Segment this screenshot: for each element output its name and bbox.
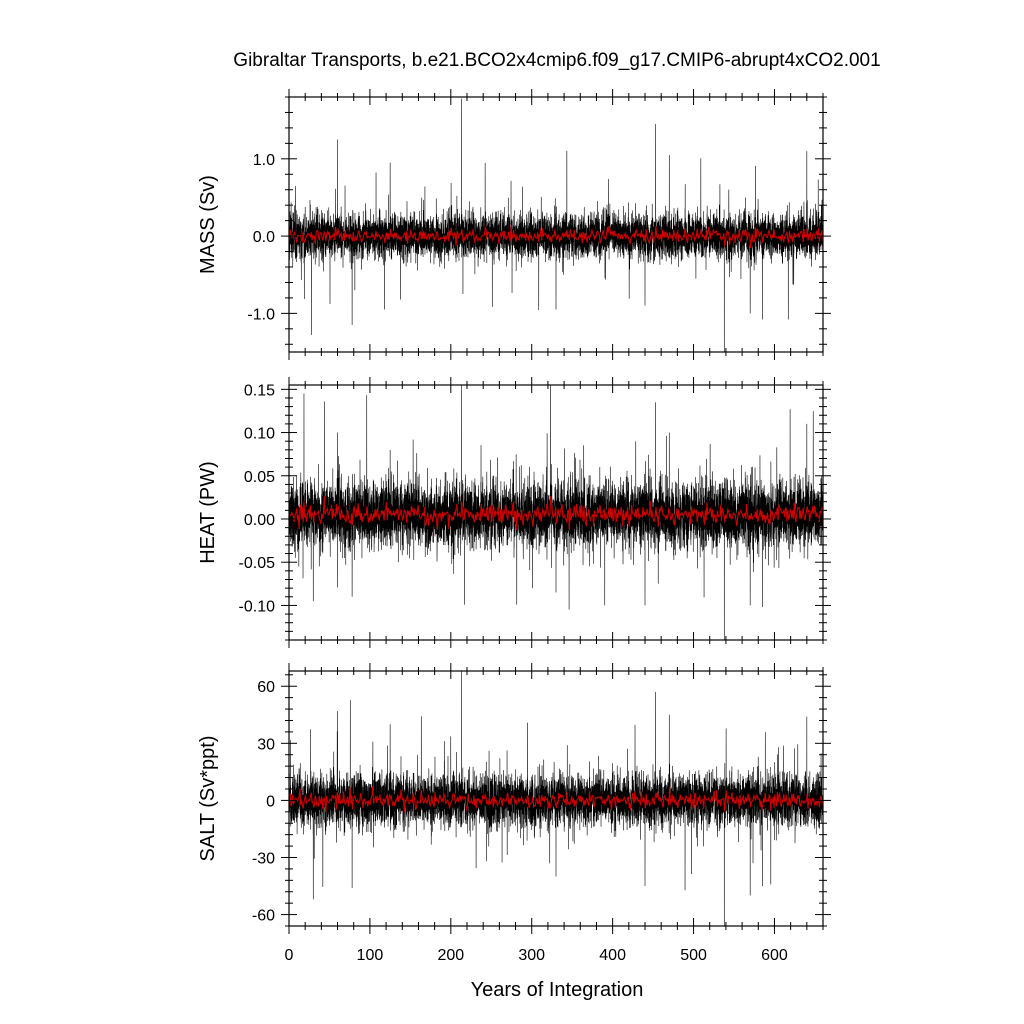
- plot-frame: [288, 384, 824, 641]
- y-tick-label: -0.10: [239, 598, 276, 615]
- x-tick-label: 300: [518, 947, 545, 964]
- y-tick-label: 0.05: [244, 469, 275, 486]
- series-annual-mean-line: [289, 496, 823, 530]
- y-tick-label: 1.0: [253, 152, 275, 169]
- plot-frame: [288, 96, 824, 353]
- x-tick-label: 500: [680, 947, 707, 964]
- y-axis-label: HEAT (PW): [197, 461, 219, 564]
- y-tick-label: -60: [252, 908, 275, 925]
- y-tick-label: 0.10: [244, 426, 275, 443]
- y-tick-label: 0.15: [244, 382, 275, 399]
- y-tick-label: 0.00: [244, 512, 275, 529]
- chart-title: Gibraltar Transports, b.e21.BCO2x4cmip6.…: [233, 50, 880, 71]
- x-tick-label: 400: [599, 947, 626, 964]
- y-tick-label: 60: [257, 679, 275, 696]
- y-tick-label: 0.0: [253, 229, 275, 246]
- series-annual-mean-line: [289, 225, 823, 249]
- y-tick-label: -1.0: [247, 306, 275, 323]
- y-tick-label: -0.05: [239, 555, 276, 572]
- plot-frame: [288, 670, 824, 927]
- x-axis-label: Years of Integration: [471, 979, 644, 1001]
- panel-heat: -0.10 -0.05 0.00 0.05 0.10 0.15 HEAT (PW): [197, 377, 831, 648]
- x-tick-label: 600: [761, 947, 788, 964]
- series-monthly-line: [289, 98, 823, 352]
- y-axis-label: SALT (Sv*ppt): [197, 736, 219, 862]
- y-tick-label: 0: [266, 793, 275, 810]
- series-monthly-line: [289, 671, 823, 926]
- x-tick-label: 0: [285, 947, 294, 964]
- y-tick-label: -30: [252, 850, 275, 867]
- series-monthly-line: [289, 385, 823, 640]
- x-tick-label: 100: [357, 947, 384, 964]
- series-annual-mean-line: [289, 786, 823, 813]
- panel-salt: 0 100 200 300 400 500 600 -60 -30 0 30 60 SALT (Sv*p…: [197, 663, 831, 964]
- y-axis-label: MASS (Sv): [197, 175, 219, 274]
- x-tick-label: 200: [437, 947, 464, 964]
- y-tick-label: 30: [257, 736, 275, 753]
- panel-mass: -1.0 0.0 1.0 MASS (Sv): [197, 89, 831, 360]
